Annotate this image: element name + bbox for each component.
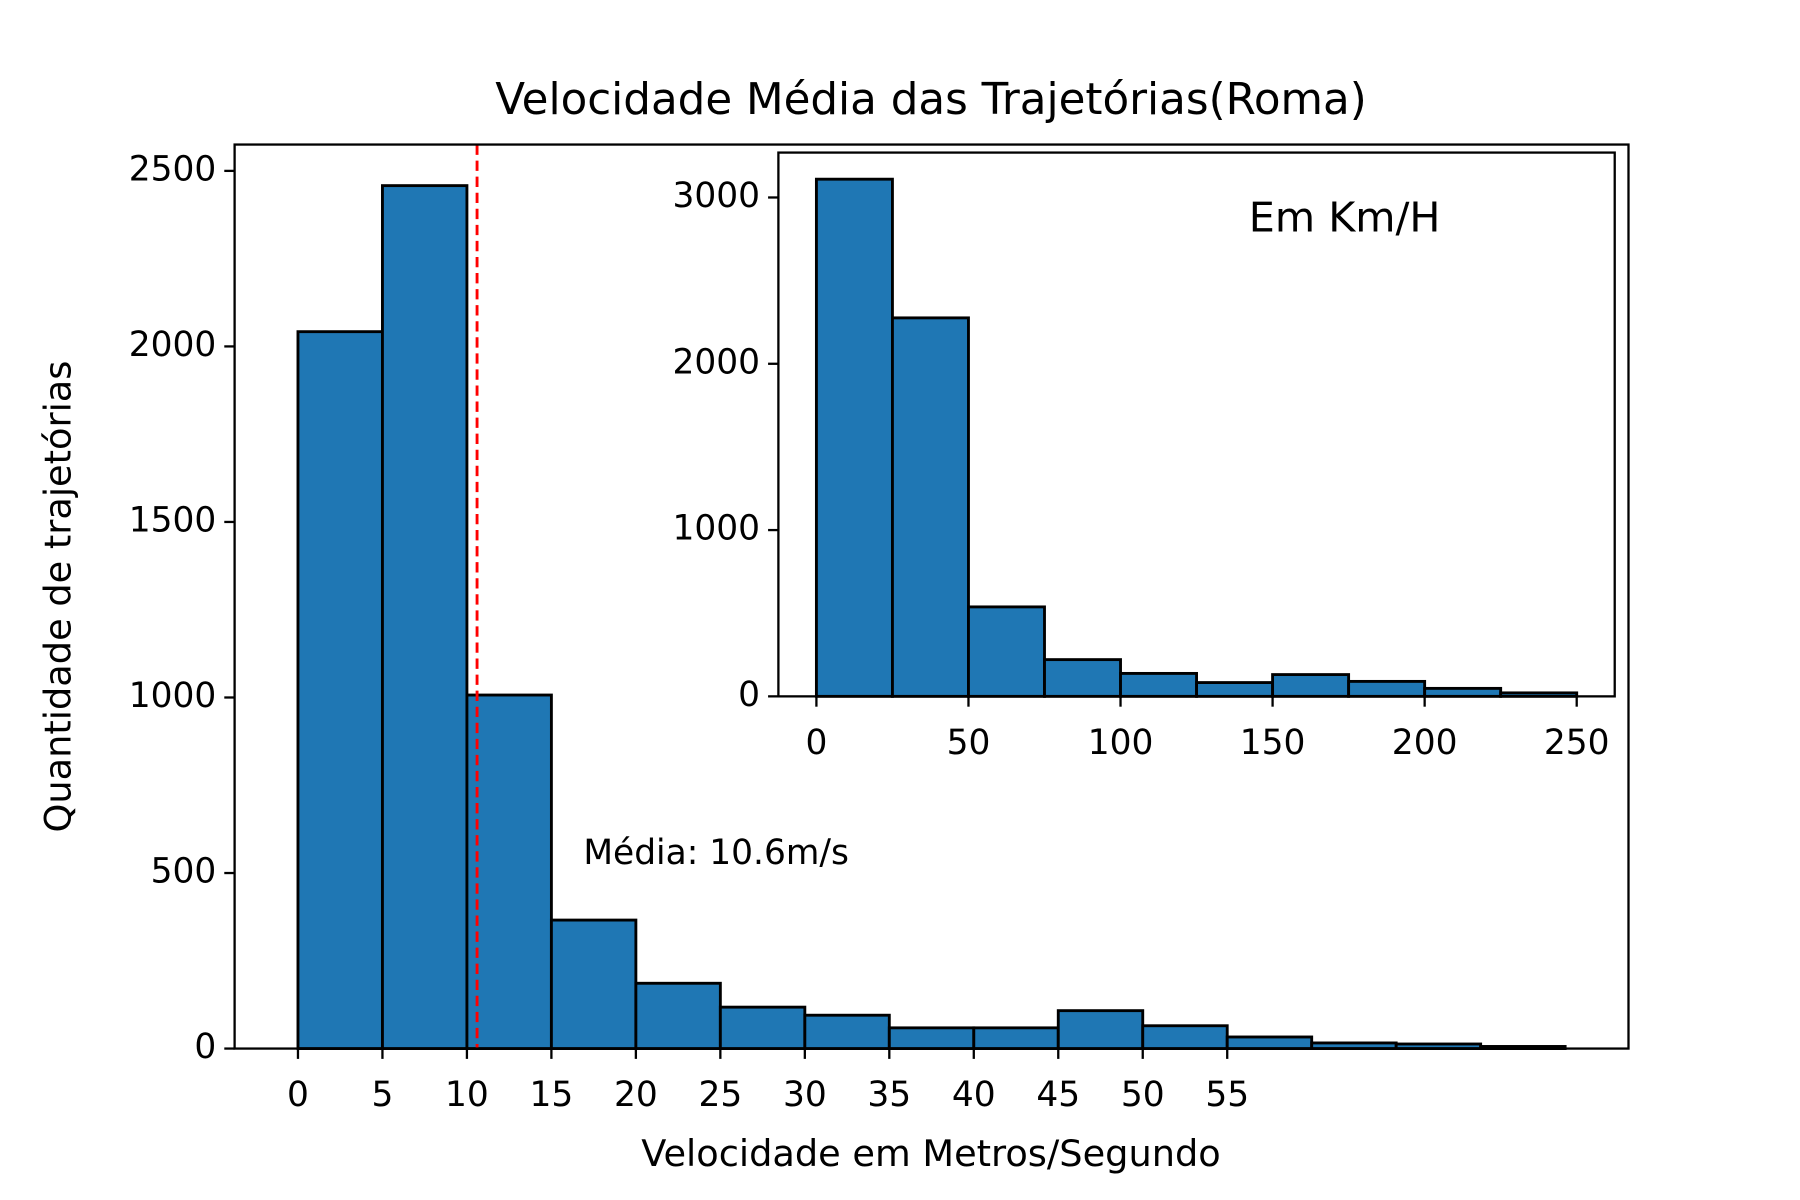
bar [718, 1005, 807, 1050]
annotation: Em Km/H [1249, 193, 1441, 241]
bar [1195, 681, 1275, 698]
axes-frame [233, 143, 1630, 1050]
x-tick-label: 10 [445, 1075, 489, 1115]
chart-title: Velocidade Média das Trajetórias(Roma) [495, 75, 1367, 125]
x-tick-label: 0 [287, 1075, 309, 1115]
y-tick-label: 2000 [129, 325, 217, 365]
x-tick-label: 150 [1240, 723, 1306, 763]
bar [634, 981, 722, 1050]
bar [549, 918, 638, 1050]
x-axis-label: Velocidade em Metros/Segundo [641, 1132, 1221, 1175]
bar [381, 184, 469, 1051]
x-tick-label: 25 [698, 1075, 742, 1115]
x-tick-label: 50 [1121, 1075, 1165, 1115]
x-tick-label: 55 [1205, 1075, 1249, 1115]
bar [1423, 686, 1503, 698]
axes-frame [777, 151, 1616, 698]
bar [967, 605, 1046, 698]
x-tick-label: 5 [371, 1075, 393, 1115]
bar [887, 1026, 976, 1050]
y-tick-label: 0 [194, 1027, 216, 1067]
bar [891, 316, 970, 698]
bar [972, 1026, 1060, 1050]
y-tick-label: 1500 [129, 500, 217, 540]
bar [1056, 1009, 1145, 1050]
bar [814, 177, 894, 698]
x-tick-label: 250 [1544, 723, 1610, 763]
bar [1271, 673, 1351, 698]
x-tick-label: 40 [952, 1075, 996, 1115]
x-tick-label: 0 [805, 723, 827, 763]
y-tick-label: 2000 [672, 342, 760, 382]
y-tick-label: 3000 [672, 176, 760, 216]
y-tick-label: 2500 [129, 149, 217, 189]
x-tick-label: 200 [1392, 723, 1458, 763]
x-tick-label: 30 [783, 1075, 827, 1115]
y-tick-label: 1000 [672, 509, 760, 549]
bar [1043, 658, 1122, 698]
x-tick-label: 15 [530, 1075, 574, 1115]
y-tick-label: 1000 [129, 676, 217, 716]
x-tick-label: 20 [614, 1075, 658, 1115]
x-tick-label: 100 [1088, 723, 1154, 763]
y-axis-label: Quantidade de trajetórias [37, 361, 80, 833]
bar [465, 693, 553, 1050]
bar [1347, 679, 1427, 698]
bar [803, 1013, 891, 1051]
x-tick-label: 35 [867, 1075, 911, 1115]
x-tick-label: 50 [947, 723, 991, 763]
y-tick-label: 500 [151, 852, 217, 892]
annotation: Média: 10.6m/s [583, 833, 849, 873]
bar [1225, 1035, 1314, 1051]
bar [1119, 671, 1198, 698]
x-tick-label: 45 [1036, 1075, 1080, 1115]
y-tick-label: 0 [738, 675, 760, 715]
bar [1141, 1024, 1229, 1051]
bar [296, 330, 384, 1050]
